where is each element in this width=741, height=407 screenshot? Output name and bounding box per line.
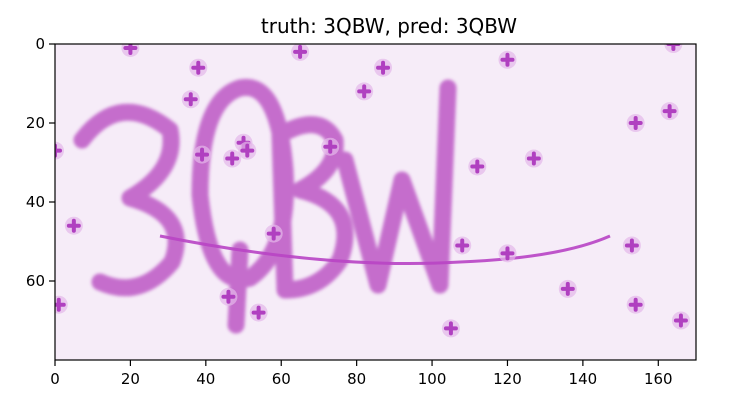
x-tick-label: 60	[272, 370, 291, 388]
noise-dot	[266, 226, 281, 241]
x-tick-label: 140	[569, 370, 598, 388]
noise-dot	[195, 147, 210, 162]
noise-dot	[357, 84, 372, 99]
y-tick-label: 0	[35, 35, 45, 53]
x-tick-label: 80	[347, 370, 366, 388]
y-tick-label: 40	[26, 193, 45, 211]
noise-dot	[500, 246, 515, 261]
noise-dot	[673, 313, 688, 328]
noise-dot	[66, 218, 81, 233]
y-axis: 0 20 40 60	[26, 35, 55, 290]
image-background	[55, 44, 696, 360]
noise-dot	[526, 151, 541, 166]
x-tick-label: 20	[121, 370, 140, 388]
noise-dot	[500, 52, 515, 67]
glyph-w	[336, 79, 457, 294]
noise-dot	[470, 159, 485, 174]
noise-dot	[191, 60, 206, 75]
x-tick-label: 40	[196, 370, 215, 388]
noise-dot	[225, 151, 240, 166]
captcha-image	[55, 44, 696, 360]
noise-dot	[443, 321, 458, 336]
noise-dot	[183, 92, 198, 107]
glyph-3	[73, 103, 185, 297]
x-tick-label: 120	[493, 370, 522, 388]
glyph-b	[271, 116, 354, 299]
noise-dot	[624, 238, 639, 253]
noise-dot	[323, 139, 338, 154]
noise-dot	[240, 143, 255, 158]
x-tick-label: 160	[644, 370, 673, 388]
x-tick-label: 0	[50, 370, 60, 388]
noise-dot	[55, 143, 62, 158]
x-axis: 0 20 40 60 80 100 120 140 160	[50, 360, 673, 388]
y-tick-label: 20	[26, 114, 45, 132]
noise-dot	[123, 44, 138, 55]
noise-dot	[662, 104, 677, 119]
strike-line	[159, 234, 611, 265]
noise-dot	[376, 60, 391, 75]
noise-dot	[666, 44, 681, 51]
noise-dot	[251, 305, 266, 320]
noise-dot	[221, 289, 236, 304]
noise-dot	[455, 238, 470, 253]
noise-dot	[628, 297, 643, 312]
noise-dot	[560, 281, 575, 296]
y-tick-label: 60	[26, 272, 45, 290]
x-tick-label: 100	[418, 370, 447, 388]
noise-dot	[293, 44, 308, 59]
figure-title: truth: 3QBW, pred: 3QBW	[261, 14, 517, 38]
captcha-glyphs	[73, 78, 457, 334]
noise-dots	[55, 44, 690, 338]
noise-dot	[628, 116, 643, 130]
